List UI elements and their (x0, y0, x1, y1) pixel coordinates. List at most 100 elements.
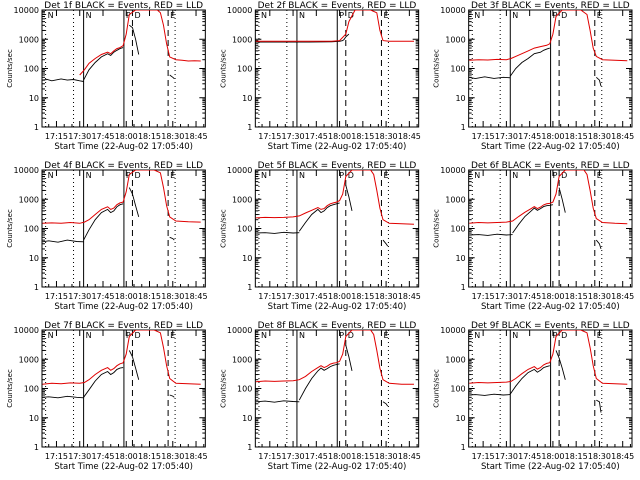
series-events-line (469, 233, 513, 236)
y-tick-label: 100 (450, 385, 465, 394)
x-tick-label: 18:15 (565, 452, 588, 461)
chart-title: Det 5f BLACK = Events, RED = LLD (258, 161, 417, 171)
x-tick-label: 18:30 (588, 132, 611, 141)
chart-panel-5: Det 5f BLACK = Events, RED = LLD 1 10 100 10… (219, 161, 421, 312)
series-lld-line (469, 10, 628, 62)
x-axis-label: Start Time (22-Aug-02 17:05:40) (54, 142, 193, 152)
x-tick-label: 17:45 (91, 132, 114, 141)
y-tick-label: 100 (24, 225, 39, 234)
x-tick-label: 17:30 (282, 452, 305, 461)
x-tick-label: 18:15 (351, 292, 374, 301)
series-events-line (169, 74, 175, 79)
x-tick-label: 17:45 (91, 292, 114, 301)
x-tick-label: 18:45 (611, 292, 634, 301)
marker-label: P (553, 11, 558, 20)
plot-area (42, 330, 201, 399)
x-tick-label: 17:45 (305, 452, 328, 461)
x-tick-label: 17:15 (472, 452, 495, 461)
y-tick-label: 1000 (445, 355, 465, 364)
y-axis-label: Counts/sec (6, 369, 14, 408)
series-events-line (129, 24, 140, 55)
series-events-line (512, 204, 553, 234)
marker-label: P (339, 11, 344, 20)
y-tick-label: 100 (450, 225, 465, 234)
y-axis-label: Counts/sec (433, 369, 441, 408)
x-tick-label: 18:30 (161, 292, 184, 301)
series-events-line (469, 76, 511, 80)
y-tick-label: 100 (237, 225, 252, 234)
chart-panel-2: Det 2f BLACK = Events, RED = LLD 1 10 100 10… (219, 1, 421, 152)
y-tick-label: 1 (247, 283, 252, 292)
x-tick-label: 18:30 (375, 452, 398, 461)
y-tick-label: 10 (242, 414, 252, 423)
x-tick-label: 17:30 (495, 452, 518, 461)
y-tick-label: 10000 (227, 326, 252, 335)
x-tick-label: 18:30 (375, 132, 398, 141)
y-tick-label: 100 (237, 385, 252, 394)
plot-area (469, 10, 628, 87)
marker-label: P (339, 171, 344, 180)
y-tick-label: 1000 (19, 195, 39, 204)
marker-label: E (597, 171, 602, 180)
marker-label: E (383, 331, 388, 340)
chart-title: Det 4f BLACK = Events, RED = LLD (44, 161, 203, 171)
marker-label: E (170, 331, 175, 340)
x-tick-label: 17:15 (472, 132, 495, 141)
plot-area (42, 170, 201, 243)
series-lld-line (469, 170, 628, 225)
x-tick-label: 18:15 (138, 292, 161, 301)
marker-label: N (86, 171, 92, 180)
x-tick-label: 18:15 (351, 452, 374, 461)
y-tick-label: 1 (34, 443, 39, 452)
chart-panel-3: Det 3f BLACK = Events, RED = LLD 1 10 100 10… (433, 1, 635, 152)
x-axis-label: Start Time (22-Aug-02 17:05:40) (54, 462, 193, 472)
series-events-line (169, 394, 175, 398)
x-tick-label: 18:45 (398, 132, 421, 141)
x-tick-label: 18:45 (611, 452, 634, 461)
y-tick-label: 10000 (14, 166, 39, 175)
marker-label: E (597, 331, 602, 340)
plot-area (469, 170, 628, 250)
x-tick-label: 18:15 (351, 132, 374, 141)
series-events-line (595, 76, 602, 87)
marker-label: E (383, 171, 388, 180)
y-axis-label: Counts/sec (219, 49, 227, 88)
y-tick-label: 10000 (14, 326, 39, 335)
chart-panel-9: Det 9f BLACK = Events, RED = LLD 1 10 100 10… (433, 321, 635, 472)
y-tick-label: 10 (455, 254, 465, 263)
x-tick-label: 18:00 (115, 292, 138, 301)
y-tick-label: 1 (34, 283, 39, 292)
marker-label: D (134, 11, 140, 20)
y-tick-label: 10000 (227, 6, 252, 15)
x-tick-label: 17:15 (45, 452, 68, 461)
y-tick-label: 1 (461, 283, 466, 292)
y-tick-label: 1000 (232, 35, 252, 44)
x-tick-label: 17:15 (258, 132, 281, 141)
y-tick-label: 1 (247, 123, 252, 132)
x-tick-label: 18:15 (565, 132, 588, 141)
series-lld-line (79, 10, 201, 76)
chart-title: Det 6f BLACK = Events, RED = LLD (471, 161, 630, 171)
y-tick-label: 100 (24, 385, 39, 394)
marker-label: E (383, 11, 388, 20)
series-lld-line (42, 330, 201, 385)
marker-label: N (512, 331, 518, 340)
x-tick-label: 17:30 (282, 292, 305, 301)
marker-label: N (86, 331, 92, 340)
x-axis-label: Start Time (22-Aug-02 17:05:40) (268, 142, 407, 152)
series-lld-line (42, 170, 201, 224)
x-axis-label: Start Time (22-Aug-02 17:05:40) (481, 142, 620, 152)
marker-label: P (553, 331, 558, 340)
x-tick-label: 18:30 (588, 452, 611, 461)
series-events-line (169, 236, 175, 241)
marker-label: D (561, 171, 567, 180)
series-events-line (255, 231, 300, 234)
marker-label: E (597, 11, 602, 20)
series-events-line (298, 363, 340, 401)
x-tick-label: 17:45 (518, 132, 541, 141)
x-tick-label: 18:00 (115, 132, 138, 141)
marker-label: E (170, 11, 175, 20)
y-tick-label: 10000 (227, 166, 252, 175)
marker-label: P (126, 11, 131, 20)
